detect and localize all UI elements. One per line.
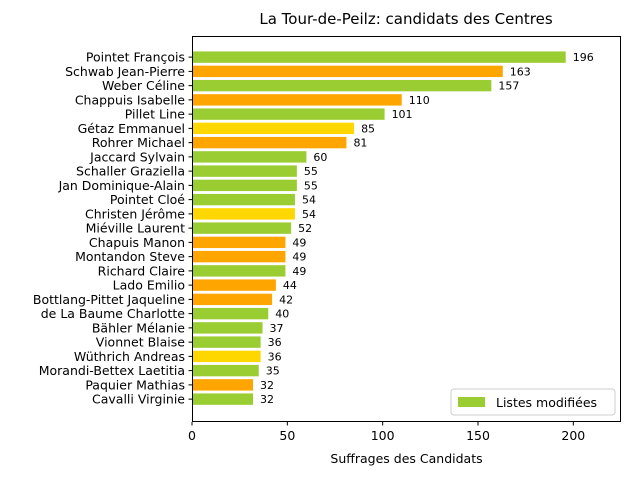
value-label-weber-celine: 157	[498, 80, 519, 93]
value-label-jan-dominique-alain: 55	[304, 179, 318, 192]
y-tick-label: Rohrer Michael	[92, 135, 185, 150]
value-label-vionnet-blaise: 36	[268, 336, 282, 349]
value-label-schaller-graziella: 55	[304, 165, 318, 178]
legend-swatch-listes-modifiees	[458, 397, 485, 407]
bar-pointet-francois	[192, 51, 566, 63]
y-tick-label: Morandi-Bettex Laetitia	[39, 363, 185, 378]
bar-jan-dominique-alain	[192, 179, 297, 192]
bar-chapuis-manon	[192, 236, 286, 249]
bar-cavalli-virginie	[192, 393, 254, 405]
bars-group	[192, 51, 566, 405]
y-tick-label: Lado Emilio	[113, 278, 185, 293]
value-label-chappuis-isabelle: 110	[409, 94, 430, 107]
bar-wuthrich-andreas	[192, 350, 261, 363]
chart-title: La Tour-de-Peilz: candidats des Centres	[259, 10, 552, 28]
y-tick-label: Gétaz Emmanuel	[78, 121, 185, 136]
legend-box	[450, 388, 616, 416]
value-label-lado-emilio: 44	[283, 279, 297, 292]
bar-pillet-line	[192, 108, 385, 120]
y-tick-label: Miéville Laurent	[86, 221, 185, 236]
legend: Listes modifiées	[450, 388, 616, 416]
value-label-chapuis-manon: 49	[292, 236, 306, 249]
bar-jaccard-sylvain	[192, 151, 307, 163]
bar-rohrer-michael	[192, 136, 347, 149]
y-tick-label: Chappuis Isabelle	[75, 92, 185, 107]
bar-paquier-mathias	[192, 379, 254, 391]
value-label-getaz-emmanuel: 85	[361, 122, 375, 135]
y-tick-label: Jan Dominique-Alain	[58, 178, 185, 193]
y-tick-label: Schaller Graziella	[76, 164, 185, 179]
bar-lado-emilio	[192, 279, 276, 291]
bar-christen-jerome	[192, 208, 295, 220]
bar-schwab-jean-pierre	[192, 65, 503, 78]
y-tick-label: Wüthrich Andreas	[74, 349, 185, 364]
x-tick-label: 100	[371, 428, 395, 443]
value-label-bahler-melanie: 37	[270, 322, 284, 335]
y-tick-label: Christen Jérôme	[85, 206, 185, 221]
value-label-mieville-laurent: 52	[298, 222, 312, 235]
bar-morandi-bettex-laetitia	[192, 364, 259, 377]
legend-label: Listes modifiées	[496, 395, 597, 410]
value-label-cavalli-virginie: 32	[260, 393, 274, 406]
value-label-wuthrich-andreas: 36	[268, 350, 282, 363]
y-tick-label: Bähler Mélanie	[92, 320, 185, 335]
x-ticks: 0 50 100 150 200	[188, 422, 585, 443]
value-label-de-la-baume-charlotte: 40	[275, 308, 289, 321]
y-tick-label: Schwab Jean-Pierre	[65, 64, 185, 79]
x-tick-label: 200	[561, 428, 585, 443]
bar-de-la-baume-charlotte	[192, 307, 269, 320]
value-label-bottlang-pittet-jaqueline: 42	[279, 293, 293, 306]
value-label-richard-claire: 49	[292, 265, 306, 278]
bar-richard-claire	[192, 265, 286, 277]
bar-getaz-emmanuel	[192, 122, 355, 135]
bar-chappuis-isabelle	[192, 94, 402, 106]
x-tick-label: 150	[466, 428, 490, 443]
y-tick-label: Paquier Mathias	[85, 377, 185, 392]
y-tick-label: Bottlang-Pittet Jaqueline	[33, 292, 185, 307]
x-axis-title: Suffrages des Candidats	[330, 451, 482, 466]
value-label-christen-jerome: 54	[302, 208, 316, 221]
y-tick-label: Vionnet Blaise	[96, 335, 186, 350]
value-label-jaccard-sylvain: 60	[313, 151, 327, 164]
bar-mieville-laurent	[192, 222, 292, 234]
value-label-rohrer-michael: 81	[353, 137, 367, 150]
value-label-paquier-mathias: 32	[260, 379, 274, 392]
value-label-montandon-steve: 49	[292, 251, 306, 264]
value-labels: 1961631571101018581605555545452494949444…	[260, 51, 594, 406]
bar-bottlang-pittet-jaqueline	[192, 293, 273, 306]
bar-pointet-cloe	[192, 193, 295, 206]
y-tick-label: Pillet Line	[125, 107, 186, 122]
value-label-morandi-bettex-laetitia: 35	[266, 365, 280, 378]
y-tick-label: Montandon Steve	[75, 249, 185, 264]
bar-vionnet-blaise	[192, 336, 261, 348]
x-tick-label: 50	[279, 428, 295, 443]
bar-bahler-melanie	[192, 322, 263, 334]
bar-schaller-graziella	[192, 165, 297, 177]
y-tick-label: Pointet François	[86, 50, 185, 65]
y-tick-label: Chapuis Manon	[89, 235, 185, 250]
y-tick-label: Weber Céline	[102, 78, 185, 93]
y-tick-label: Jaccard Sylvain	[89, 149, 185, 164]
y-tick-label: Cavalli Virginie	[92, 392, 185, 407]
y-tick-label: de La Baume Charlotte	[41, 306, 186, 321]
plot-frame	[192, 36, 621, 422]
y-tick-label: Pointet Cloé	[110, 192, 185, 207]
y-tick-label: Richard Claire	[98, 263, 186, 278]
x-tick-label: 0	[188, 428, 196, 443]
value-label-pointet-cloe: 54	[302, 194, 316, 207]
bar-weber-celine	[192, 79, 492, 92]
value-label-pointet-francois: 196	[573, 51, 594, 64]
value-label-pillet-line: 101	[392, 108, 413, 121]
bar-montandon-steve	[192, 250, 286, 263]
value-label-schwab-jean-pierre: 163	[510, 65, 531, 78]
